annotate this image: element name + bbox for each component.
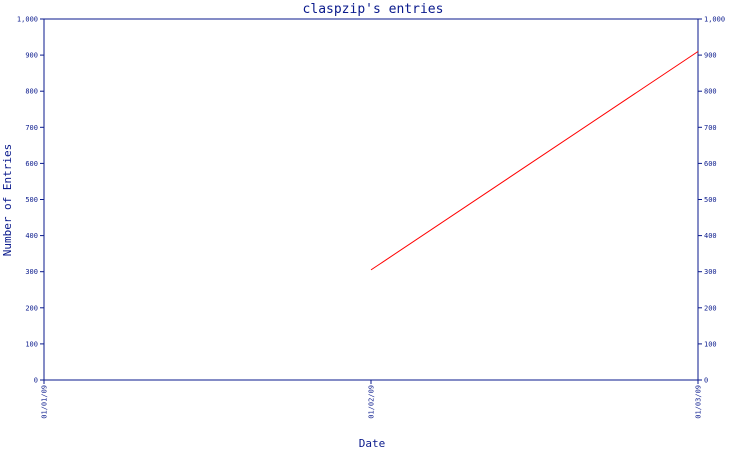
y-tick-label-left: 200 [25, 304, 38, 312]
y-tick-label-right: 700 [704, 124, 717, 132]
chart-title: claspzip's entries [303, 2, 444, 17]
y-tick-label-right: 0 [704, 377, 708, 385]
y-tick-label-left: 400 [25, 232, 38, 240]
series-line [370, 51, 699, 271]
x-tick-label: 01/02/09 [368, 385, 376, 419]
y-tick-label-right: 500 [704, 196, 717, 204]
y-tick-label-left: 500 [25, 196, 38, 204]
y-axis-left: 0 100 200 300 400 500 600 700 800 900 1,000 [17, 16, 44, 385]
y-tick-label-left: 800 [25, 88, 38, 96]
y-tick-label-left: 900 [25, 52, 38, 60]
y-tick-label-left: 0 [34, 377, 38, 385]
y-tick-label-left: 300 [25, 268, 38, 276]
x-tick-label: 01/03/09 [695, 385, 703, 419]
x-axis: 01/01/09 01/02/09 01/03/09 [41, 380, 703, 419]
y-axis-title: Number of Entries [1, 144, 14, 257]
x-axis-title: Date [359, 437, 386, 450]
y-tick-label-left: 1,000 [17, 16, 38, 24]
y-tick-label-right: 900 [704, 52, 717, 60]
y-axis-right: 0 100 200 300 400 500 600 700 800 900 1,000 [698, 16, 725, 385]
y-tick-label-right: 400 [704, 232, 717, 240]
y-tick-label-left: 100 [25, 340, 38, 348]
y-tick-label-right: 1,000 [704, 16, 725, 24]
y-tick-label-right: 600 [704, 160, 717, 168]
y-tick-label-right: 100 [704, 340, 717, 348]
y-tick-label-right: 300 [704, 268, 717, 276]
y-tick-label-right: 800 [704, 88, 717, 96]
y-tick-label-left: 700 [25, 124, 38, 132]
plot-frame [43, 18, 699, 381]
series-group [370, 51, 699, 271]
y-tick-label-left: 600 [25, 160, 38, 168]
y-tick-label-right: 200 [704, 304, 717, 312]
x-tick-label: 01/01/09 [41, 385, 49, 419]
